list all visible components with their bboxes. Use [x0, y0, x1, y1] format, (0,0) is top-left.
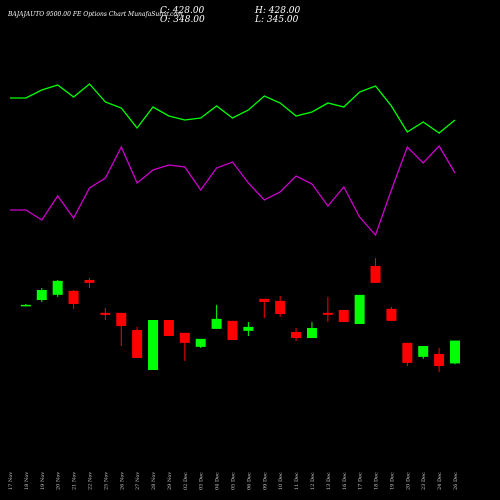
x-tick-label: 11 Dec: [294, 472, 300, 490]
candle-body: [211, 318, 222, 329]
x-tick-label: 25 Nov: [103, 472, 109, 490]
candle-body: [418, 346, 429, 357]
x-tick-label: 12 Dec: [310, 472, 316, 490]
x-tick-label: 02 Dec: [183, 472, 189, 490]
ohlc-label: O: 348.00: [160, 15, 205, 25]
candle-body: [306, 328, 317, 338]
x-tick-label: 17 Dec: [358, 472, 364, 490]
candle-body: [100, 312, 111, 315]
x-tick-label: 19 Nov: [40, 472, 46, 490]
candle-body: [386, 308, 397, 321]
candle-body: [354, 294, 365, 324]
x-tick-label: 13 Dec: [326, 472, 332, 490]
candle-body: [84, 280, 95, 283]
x-tick-label: 21 Nov: [72, 472, 78, 490]
candle-body: [450, 340, 460, 364]
x-tick-label: 18 Dec: [374, 472, 380, 490]
x-tick-label: 17 Nov: [8, 472, 14, 490]
candle-body: [179, 332, 190, 343]
x-tick-label: 16 Dec: [342, 472, 348, 490]
x-tick-label: 22 Nov: [87, 472, 93, 490]
candle-body: [338, 310, 349, 322]
candle-body: [148, 320, 159, 370]
candle-body: [434, 354, 445, 366]
ohlc-label: H: 428.00: [254, 6, 301, 16]
candle-body: [116, 312, 127, 326]
candle-body: [132, 330, 143, 358]
candle-body: [68, 290, 79, 304]
x-tick-label: 28 Nov: [151, 472, 157, 490]
candle-body: [163, 320, 174, 336]
x-tick-label: 27 Nov: [135, 472, 141, 490]
candle-body: [291, 332, 302, 338]
x-tick-label: 05 Dec: [231, 472, 237, 490]
ohlc-label: C: 428.00: [160, 6, 205, 16]
x-tick-label: 20 Dec: [405, 472, 411, 490]
ohlc-label: L: 345.00: [254, 15, 299, 25]
candle-body: [322, 312, 333, 315]
x-tick-label: 19 Dec: [389, 472, 395, 490]
chart-title: BAJAJAUTO 9500.00 FE Options Chart Munaf…: [7, 11, 183, 18]
candle-body: [36, 290, 47, 300]
x-tick-label: 26 Dec: [453, 472, 459, 490]
candle-body: [52, 280, 63, 295]
candle-body: [227, 320, 238, 340]
x-tick-label: 06 Dec: [246, 472, 252, 490]
x-tick-label: 29 Nov: [167, 472, 173, 490]
indicator-line: [10, 83, 456, 134]
candle-body: [259, 298, 270, 302]
x-tick-label: 10 Dec: [278, 472, 284, 490]
x-tick-label: 04 Dec: [215, 472, 221, 490]
x-tick-label: 26 Nov: [119, 472, 125, 490]
x-tick-label: 24 Dec: [437, 472, 443, 490]
candle-body: [370, 266, 381, 283]
x-tick-label: 20 Nov: [56, 472, 62, 490]
candle-body: [20, 304, 31, 307]
x-tick-label: 18 Nov: [24, 472, 30, 490]
indicator-line: [10, 144, 456, 237]
x-tick-label: 23 Dec: [421, 472, 427, 490]
x-tick-label: 03 Dec: [199, 472, 205, 490]
candle-body: [275, 300, 286, 314]
candle-body: [402, 342, 413, 363]
candle-body: [195, 338, 206, 347]
candle-body: [243, 326, 254, 331]
x-tick-label: 09 Dec: [262, 472, 268, 490]
